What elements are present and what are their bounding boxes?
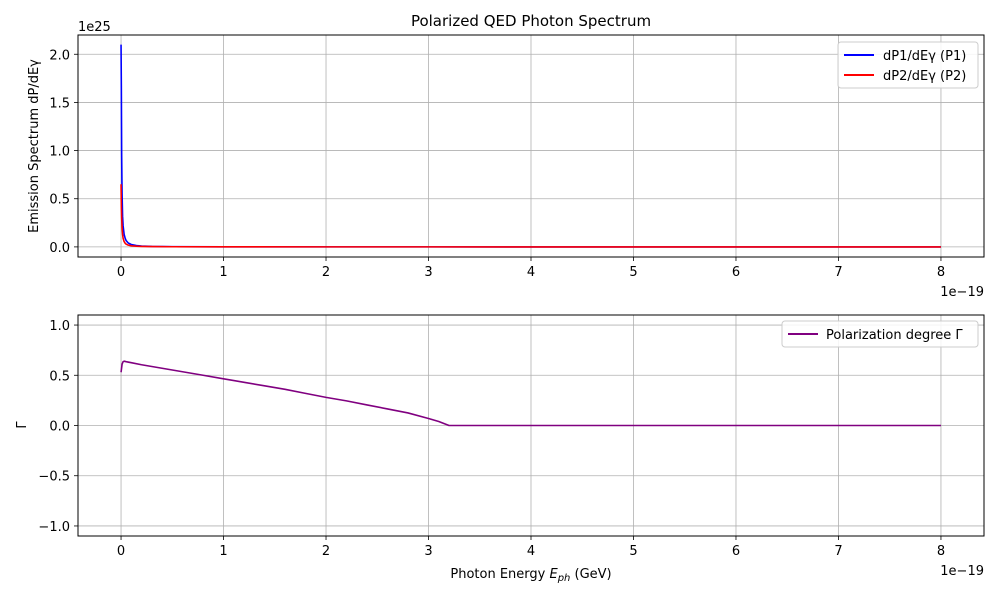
y-tick-label: 0.5 <box>49 369 70 384</box>
x-axis-label: Photon Energy Eph (GeV) <box>450 567 611 584</box>
x-tick-label: 7 <box>834 544 842 559</box>
series-line-dp2-de-p2 <box>120 184 941 248</box>
tick-marks: 0 1 2 3 4 5 6 7 8 0.0 0.5 1.0 1.5 2.0 <box>49 48 945 280</box>
x-tick-label: 3 <box>424 265 432 280</box>
x-offset-label: 1e−19 <box>940 564 984 579</box>
legend-label-p2: dP2/dEγ (P2) <box>883 69 966 84</box>
x-tick-label: 4 <box>527 265 535 280</box>
x-tick-label: 4 <box>527 544 535 559</box>
polarization-panel: 0 1 2 3 4 5 6 7 8 −1.0 −0.5 0.0 0.5 1.0 1e−19 Γ Photo… <box>15 314 985 584</box>
series-line-polarization-degree <box>120 360 941 427</box>
spectrum-panel: 0 1 2 3 4 5 6 7 8 0.0 0.5 1.0 1.5 2.0 Polarized QED P… <box>27 12 985 300</box>
x-tick-label: 7 <box>834 265 842 280</box>
x-tick-label: 5 <box>629 265 637 280</box>
x-tick-label: 1 <box>219 265 227 280</box>
x-tick-label: 0 <box>117 265 125 280</box>
chart-title: Polarized QED Photon Spectrum <box>411 12 651 30</box>
legend: dP1/dEγ (P1) dP2/dEγ (P2) <box>837 41 979 89</box>
legend-frame <box>781 320 979 348</box>
x-tick-label: 1 <box>219 544 227 559</box>
x-tick-label: 8 <box>937 544 945 559</box>
x-offset-label: 1e−19 <box>940 285 984 300</box>
y-tick-label: 0.0 <box>49 420 70 435</box>
y-tick-label: 2.0 <box>49 48 70 63</box>
y-tick-label: 1.0 <box>49 319 70 334</box>
tick-marks: 0 1 2 3 4 5 6 7 8 −1.0 −0.5 0.0 0.5 1.0 <box>38 319 945 559</box>
legend-frame <box>837 41 979 89</box>
x-tick-label: 2 <box>322 544 330 559</box>
legend-label-p1: dP1/dEγ (P1) <box>883 49 966 64</box>
legend-label-gamma: Polarization degree Γ <box>826 328 963 343</box>
x-tick-label: 6 <box>732 544 740 559</box>
y-tick-label: 1.5 <box>49 96 70 111</box>
x-tick-label: 2 <box>322 265 330 280</box>
x-tick-label: 0 <box>117 544 125 559</box>
y-tick-label: 0.5 <box>49 193 70 208</box>
x-tick-label: 3 <box>424 544 432 559</box>
series-lines <box>120 360 941 427</box>
x-tick-label: 8 <box>937 265 945 280</box>
series-lines <box>120 44 941 248</box>
x-tick-label: 5 <box>629 544 637 559</box>
y-tick-label: 0.0 <box>49 241 70 256</box>
y-tick-label: 1.0 <box>49 145 70 160</box>
x-tick-label: 6 <box>732 265 740 280</box>
y-axis-label: Γ <box>15 421 30 429</box>
y-offset-label: 1e25 <box>78 20 111 35</box>
y-axis-label: Emission Spectrum dP/dEγ <box>27 59 42 233</box>
legend: Polarization degree Γ <box>781 320 979 348</box>
y-tick-label: −0.5 <box>38 470 70 485</box>
y-tick-label: −1.0 <box>38 520 70 535</box>
